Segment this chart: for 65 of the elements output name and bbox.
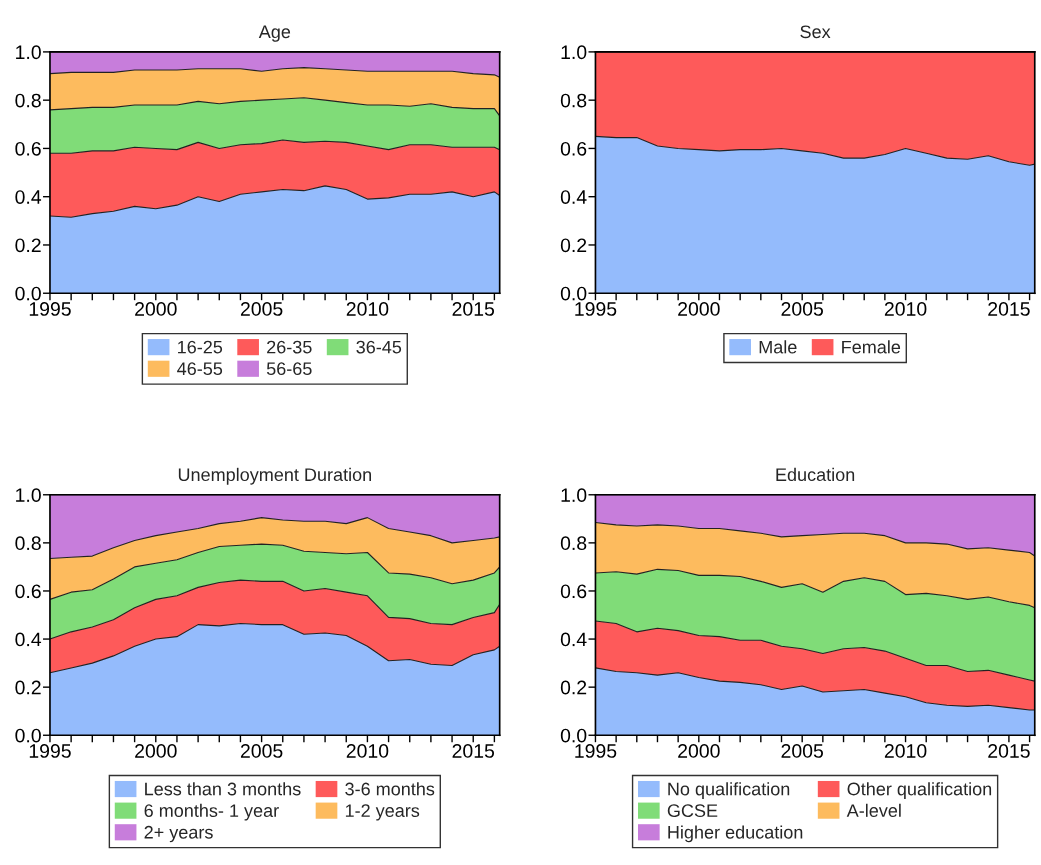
legend-label: Female [842, 340, 901, 354]
x-tick-label: 2005 [240, 744, 283, 758]
y-tick-label: 0.2 [560, 680, 587, 695]
x-tick-label: 2015 [452, 744, 495, 758]
y-tick-label: 1.0 [561, 488, 587, 503]
x-tick-label: 1995 [575, 302, 617, 316]
chart-title: Unemployment Duration [178, 467, 371, 485]
y-tick-label: 0.6 [15, 584, 41, 599]
chart-title: Age [258, 25, 291, 42]
x-tick-label: 2010 [346, 302, 389, 316]
legend-label: 26-35 [267, 340, 312, 354]
legend-label: 56-65 [266, 362, 312, 376]
x-tick-label: 2015 [988, 744, 1030, 758]
y-tick-label: 0.4 [560, 190, 587, 204]
x-tick-label: 2000 [135, 302, 177, 316]
y-tick-label: 0.0 [560, 286, 587, 301]
legend-label: 1-2 years [345, 804, 420, 821]
x-tick-label: 2000 [135, 744, 177, 758]
y-tick-label: 0.2 [15, 238, 41, 253]
legend-label: 16-25 [178, 340, 223, 354]
x-tick-label: 1995 [29, 744, 71, 758]
legend-label: GCSE [667, 804, 718, 818]
x-tick-label: 2005 [781, 302, 823, 316]
y-tick-label: 0.6 [560, 141, 587, 156]
y-tick-label: 0.2 [15, 680, 41, 695]
y-tick-label: 0.0 [15, 286, 41, 301]
chart-title: Education [776, 467, 855, 482]
y-tick-label: 0.6 [560, 584, 587, 599]
legend-label: 36-45 [356, 340, 402, 354]
y-tick-label: 1.0 [561, 45, 587, 60]
x-tick-label: 2015 [452, 302, 495, 316]
x-tick-label: 2005 [781, 744, 823, 758]
x-tick-label: 1995 [575, 744, 617, 758]
y-tick-label: 0.8 [15, 93, 41, 108]
y-tick-label: 0.8 [15, 536, 41, 551]
x-tick-label: 2005 [240, 302, 283, 316]
y-tick-label: 0.0 [15, 728, 41, 743]
x-tick-label: 2000 [678, 744, 720, 758]
legend-label: Less than 3 months [145, 782, 301, 796]
legend-label: 3-6 months [345, 782, 435, 796]
x-tick-label: 2010 [884, 744, 927, 758]
legend-label: Male [759, 340, 797, 354]
legend-label: 6 months- 1 year [144, 803, 279, 821]
y-tick-label: 0.8 [560, 536, 587, 551]
y-tick-label: 1.0 [16, 45, 41, 60]
x-tick-label: 1995 [29, 302, 71, 316]
legend-label: No qualification [668, 782, 790, 799]
y-tick-label: 0.8 [560, 93, 587, 108]
y-tick-label: 0.4 [15, 632, 42, 647]
y-tick-label: 1.0 [16, 488, 41, 503]
x-tick-label: 2010 [346, 744, 389, 758]
legend-label: Higher education [668, 825, 803, 843]
x-tick-label: 2015 [988, 302, 1030, 316]
legend-label: 2+ years [144, 825, 213, 843]
y-tick-label: 0.0 [560, 728, 587, 743]
legend-label: Other qualification [847, 782, 992, 799]
legend-label: 46-55 [177, 362, 223, 376]
y-tick-label: 0.4 [560, 632, 587, 647]
y-tick-label: 0.2 [560, 238, 587, 253]
x-tick-label: 2010 [884, 302, 927, 316]
legend-label: A-level [846, 803, 901, 818]
chart-title: Sex [800, 25, 831, 39]
y-tick-label: 0.6 [15, 141, 41, 156]
x-tick-label: 2000 [678, 302, 720, 316]
y-tick-label: 0.4 [15, 190, 42, 204]
